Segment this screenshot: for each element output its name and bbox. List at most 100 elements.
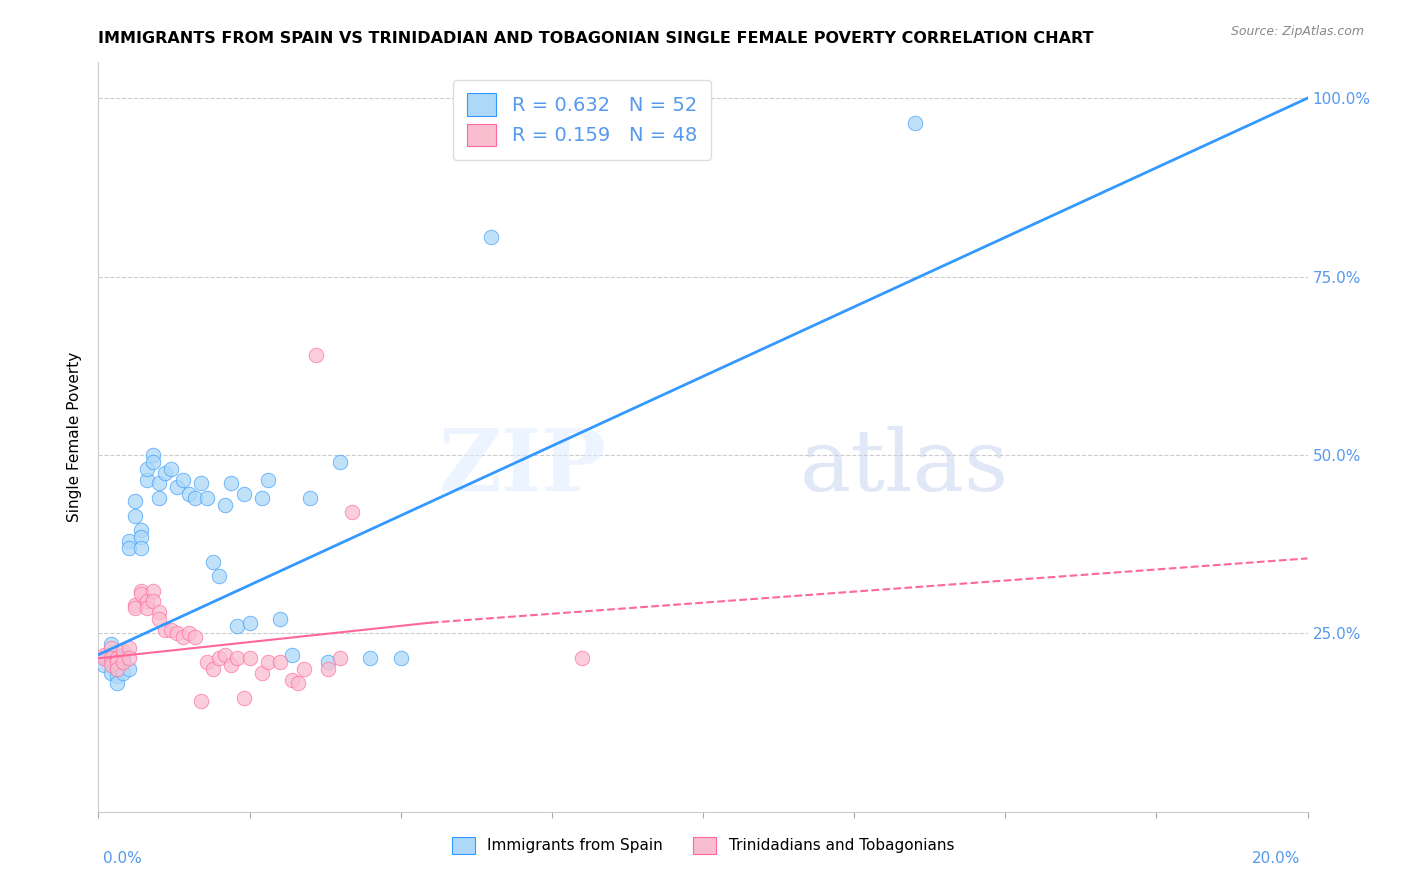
Point <box>118 533 141 548</box>
Point <box>305 348 328 362</box>
Point <box>129 541 152 555</box>
Point <box>148 476 170 491</box>
Point <box>135 594 157 608</box>
Point <box>118 651 141 665</box>
Point <box>142 583 165 598</box>
Point <box>111 644 134 658</box>
Point <box>124 494 146 508</box>
Point <box>111 648 134 662</box>
Point <box>281 673 304 687</box>
Point <box>269 655 291 669</box>
Text: Source: ZipAtlas.com: Source: ZipAtlas.com <box>1230 25 1364 38</box>
Point <box>250 665 273 680</box>
Point <box>571 651 593 665</box>
Point <box>160 623 183 637</box>
Point <box>129 523 152 537</box>
Point <box>299 491 322 505</box>
Point <box>105 655 128 669</box>
Point <box>292 662 315 676</box>
Point <box>481 230 503 244</box>
Point <box>135 601 157 615</box>
Point <box>111 651 134 665</box>
Text: ZIP: ZIP <box>439 425 606 509</box>
Point <box>142 448 165 462</box>
Point <box>316 662 339 676</box>
Point <box>202 662 225 676</box>
Point <box>100 665 122 680</box>
Point <box>100 651 122 665</box>
Point <box>166 480 188 494</box>
Point <box>389 651 412 665</box>
Point <box>124 598 146 612</box>
Point <box>232 690 254 705</box>
Point <box>316 655 339 669</box>
Point <box>105 662 128 676</box>
Text: IMMIGRANTS FROM SPAIN VS TRINIDADIAN AND TOBAGONIAN SINGLE FEMALE POVERTY CORREL: IMMIGRANTS FROM SPAIN VS TRINIDADIAN AND… <box>98 31 1094 46</box>
Point <box>269 612 291 626</box>
Point <box>93 651 115 665</box>
Point <box>129 587 152 601</box>
Point <box>190 694 212 708</box>
Text: 20.0%: 20.0% <box>1253 851 1301 865</box>
Point <box>221 658 243 673</box>
Point <box>93 658 115 673</box>
Point <box>129 530 152 544</box>
Point <box>172 473 194 487</box>
Point <box>195 491 218 505</box>
Point <box>153 466 176 480</box>
Point <box>100 640 122 655</box>
Point <box>904 116 927 130</box>
Point <box>179 626 201 640</box>
Point <box>153 623 176 637</box>
Point <box>100 658 122 673</box>
Point <box>226 619 249 633</box>
Point <box>329 651 352 665</box>
Point <box>179 487 201 501</box>
Point <box>118 640 141 655</box>
Point <box>256 655 278 669</box>
Point <box>190 476 212 491</box>
Point <box>226 651 249 665</box>
Point <box>142 455 165 469</box>
Text: 0.0%: 0.0% <box>103 851 142 865</box>
Point <box>214 498 236 512</box>
Point <box>256 473 278 487</box>
Point <box>129 583 152 598</box>
Point <box>142 594 165 608</box>
Point <box>214 648 236 662</box>
Point <box>135 462 157 476</box>
Point <box>239 651 262 665</box>
Point <box>105 662 128 676</box>
Point <box>232 487 254 501</box>
Point <box>135 473 157 487</box>
Point <box>118 541 141 555</box>
Point <box>105 651 128 665</box>
Point <box>202 555 225 569</box>
Point <box>195 655 218 669</box>
Point <box>148 491 170 505</box>
Point <box>148 612 170 626</box>
Point <box>93 651 115 665</box>
Point <box>93 648 115 662</box>
Y-axis label: Single Female Poverty: Single Female Poverty <box>67 352 83 522</box>
Point <box>111 655 134 669</box>
Point <box>360 651 382 665</box>
Legend: Immigrants from Spain, Trinidadians and Tobagonians: Immigrants from Spain, Trinidadians and … <box>446 830 960 860</box>
Point <box>124 601 146 615</box>
Point <box>287 676 309 690</box>
Point <box>250 491 273 505</box>
Point <box>100 637 122 651</box>
Point <box>172 630 194 644</box>
Point <box>124 508 146 523</box>
Point <box>329 455 352 469</box>
Point <box>100 655 122 669</box>
Point <box>160 462 183 476</box>
Point <box>148 605 170 619</box>
Point <box>184 491 207 505</box>
Point <box>208 651 231 665</box>
Point <box>281 648 304 662</box>
Point <box>342 505 364 519</box>
Point <box>184 630 207 644</box>
Point <box>208 569 231 583</box>
Point <box>105 676 128 690</box>
